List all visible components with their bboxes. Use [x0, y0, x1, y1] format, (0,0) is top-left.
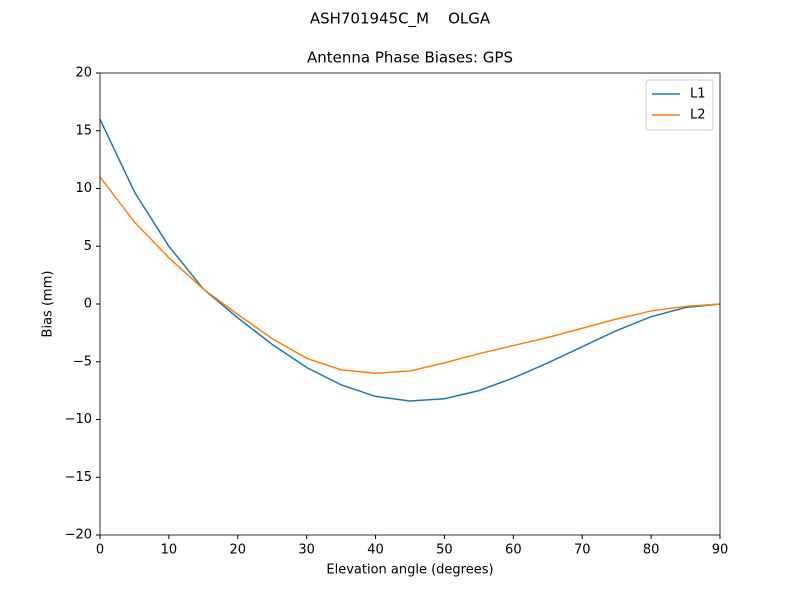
x-tick-label: 20: [230, 543, 247, 558]
x-tick-label: 0: [96, 543, 104, 558]
y-tick-label: −5: [73, 354, 92, 369]
x-axis-label: Elevation angle (degrees): [326, 563, 493, 578]
x-tick-label: 60: [505, 543, 522, 558]
legend-label: L2: [690, 108, 706, 123]
y-tick-label: −10: [65, 412, 92, 427]
series-line: [99, 176, 721, 375]
y-tick-label: 5: [84, 239, 92, 254]
y-tick-label: 15: [75, 123, 92, 138]
series-line: [99, 118, 721, 402]
legend-label: L1: [690, 87, 706, 102]
y-tick-label: −20: [65, 528, 92, 543]
y-axis-label: Bias (mm): [41, 271, 56, 338]
plot-frame: [99, 72, 721, 536]
x-tick-label: 80: [643, 543, 660, 558]
x-tick-label: 50: [436, 543, 453, 558]
chart-title: Antenna Phase Biases: GPS: [307, 49, 513, 67]
y-tick-label: −15: [65, 470, 92, 485]
suptitle: ASH701945C_M OLGA: [310, 10, 491, 29]
x-tick-label: 30: [298, 543, 315, 558]
y-tick-label: 10: [75, 181, 92, 196]
y-tick-label: 0: [84, 297, 92, 312]
x-tick-label: 40: [367, 543, 384, 558]
legend-box: [645, 79, 714, 131]
x-tick-label: 10: [161, 543, 178, 558]
x-tick-label: 90: [712, 543, 729, 558]
y-tick-label: 20: [75, 66, 92, 81]
x-tick-label: 70: [574, 543, 591, 558]
